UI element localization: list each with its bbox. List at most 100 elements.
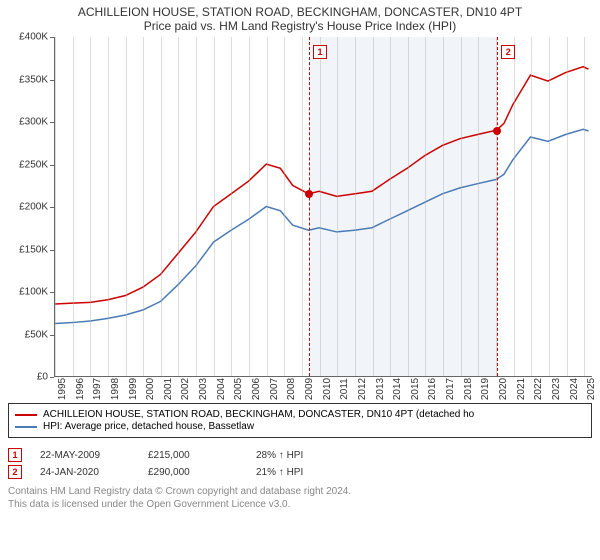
data-row: 122-MAY-2009£215,00028% ↑ HPI <box>8 448 592 462</box>
footer-line-2: This data is licensed under the Open Gov… <box>8 498 592 511</box>
x-tick-label: 2010 <box>322 378 333 400</box>
x-tick-label: 2008 <box>286 378 297 400</box>
x-tick-label: 2005 <box>233 378 244 400</box>
x-tick-label: 2021 <box>516 378 527 400</box>
x-gridline <box>178 37 179 376</box>
x-gridline <box>373 37 374 376</box>
x-tick-label: 2004 <box>216 378 227 400</box>
x-gridline <box>355 37 356 376</box>
x-tick-label: 2024 <box>569 378 580 400</box>
series-line-achilleion <box>55 67 589 304</box>
marker-data-table: 122-MAY-2009£215,00028% ↑ HPI224-JAN-202… <box>8 448 592 479</box>
y-tick-label: £350K <box>19 74 48 85</box>
x-tick-label: 1997 <box>92 378 103 400</box>
x-tick-label: 2011 <box>339 378 350 400</box>
x-tick-label: 1996 <box>75 378 86 400</box>
x-tick-label: 2002 <box>180 378 191 400</box>
x-gridline <box>126 37 127 376</box>
x-tick-label: 1998 <box>110 378 121 400</box>
x-tick-label: 2013 <box>375 378 386 400</box>
data-row-delta: 21% ↑ HPI <box>256 467 346 478</box>
y-tick-label: £250K <box>19 159 48 170</box>
data-row-price: £290,000 <box>148 467 238 478</box>
plot-area: 12 <box>54 37 592 377</box>
x-tick-label: 2018 <box>463 378 474 400</box>
x-tick-label: 2022 <box>533 378 544 400</box>
x-gridline <box>337 37 338 376</box>
y-axis: £0£50K£100K£150K£200K£250K£300K£350K£400… <box>8 37 50 377</box>
x-tick-label: 1999 <box>128 378 139 400</box>
x-gridline <box>425 37 426 376</box>
x-gridline <box>214 37 215 376</box>
data-row-date: 24-JAN-2020 <box>40 467 130 478</box>
x-gridline <box>584 37 585 376</box>
y-tick-label: £100K <box>19 287 48 298</box>
series-line-hpi <box>55 129 589 323</box>
x-gridline <box>461 37 462 376</box>
marker-line-1 <box>309 37 310 376</box>
x-gridline <box>249 37 250 376</box>
x-tick-label: 2015 <box>410 378 421 400</box>
x-gridline <box>90 37 91 376</box>
x-tick-label: 2025 <box>586 378 597 400</box>
marker-dot-1 <box>305 190 313 198</box>
x-tick-label: 2009 <box>304 378 315 400</box>
x-tick-label: 2003 <box>198 378 209 400</box>
x-tick-label: 2014 <box>392 378 403 400</box>
x-gridline <box>196 37 197 376</box>
x-tick-label: 2001 <box>163 378 174 400</box>
x-gridline <box>567 37 568 376</box>
x-tick-label: 2012 <box>357 378 368 400</box>
x-gridline <box>73 37 74 376</box>
marker-box-1: 1 <box>313 45 327 59</box>
x-gridline <box>443 37 444 376</box>
data-row-marker: 2 <box>8 465 22 479</box>
data-row: 2 24-JAN-2020 £290,000 21% ↑ HPI <box>8 465 592 479</box>
x-gridline <box>390 37 391 376</box>
y-tick-label: £0 <box>37 372 48 383</box>
chart-area: £0£50K£100K£150K£200K£250K£300K£350K£400… <box>8 37 592 397</box>
legend-item: HPI: Average price, detached house, Bass… <box>15 421 585 432</box>
x-gridline <box>549 37 550 376</box>
x-tick-label: 2006 <box>251 378 262 400</box>
footer-line-1: Contains HM Land Registry data © Crown c… <box>8 485 592 498</box>
x-gridline <box>320 37 321 376</box>
legend-label: HPI: Average price, detached house, Bass… <box>43 421 254 432</box>
x-gridline <box>478 37 479 376</box>
line-chart-svg <box>55 37 592 376</box>
x-tick-label: 2000 <box>145 378 156 400</box>
x-tick-label: 2007 <box>269 378 280 400</box>
y-tick-label: £300K <box>19 117 48 128</box>
x-gridline <box>531 37 532 376</box>
legend-label: ACHILLEION HOUSE, STATION ROAD, BECKINGH… <box>43 409 474 420</box>
y-tick-mark <box>50 377 54 378</box>
x-gridline <box>161 37 162 376</box>
legend-swatch <box>15 426 37 428</box>
x-gridline <box>231 37 232 376</box>
y-tick-label: £150K <box>19 244 48 255</box>
y-tick-label: £400K <box>19 32 48 43</box>
x-tick-label: 2017 <box>445 378 456 400</box>
legend-swatch <box>15 414 37 416</box>
x-gridline <box>55 37 56 376</box>
x-tick-label: 2019 <box>480 378 491 400</box>
marker-dot-2 <box>493 127 501 135</box>
marker-box-2: 2 <box>501 45 515 59</box>
x-gridline <box>284 37 285 376</box>
x-tick-label: 2023 <box>551 378 562 400</box>
x-gridline <box>514 37 515 376</box>
x-gridline <box>267 37 268 376</box>
legend-item: ACHILLEION HOUSE, STATION ROAD, BECKINGH… <box>15 409 585 420</box>
x-tick-label: 2016 <box>427 378 438 400</box>
data-row-marker: 1 <box>8 448 22 462</box>
marker-line-2 <box>497 37 498 376</box>
x-gridline <box>302 37 303 376</box>
data-row-delta: 28% ↑ HPI <box>256 450 346 461</box>
x-tick-label: 2020 <box>498 378 509 400</box>
footer-attribution: Contains HM Land Registry data © Crown c… <box>8 485 592 511</box>
x-tick-label: 1995 <box>57 378 68 400</box>
legend: ACHILLEION HOUSE, STATION ROAD, BECKINGH… <box>8 403 592 438</box>
data-row-price: £215,000 <box>148 450 238 461</box>
y-tick-label: £50K <box>25 329 48 340</box>
chart-subtitle: Price paid vs. HM Land Registry's House … <box>8 19 592 33</box>
